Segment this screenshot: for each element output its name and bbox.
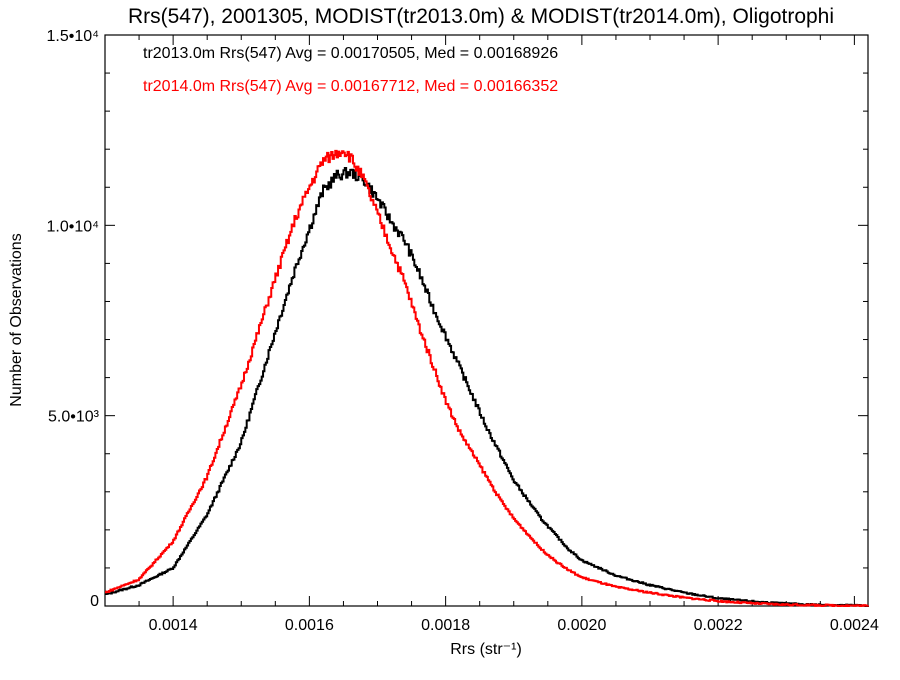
y-tick-label: 1.5•10⁴	[46, 28, 99, 45]
chart-title: Rrs(547), 2001305, MODIST(tr2013.0m) & M…	[128, 5, 834, 28]
y-tick-label: 5.0•10³	[48, 409, 100, 426]
x-tick-label: 0.0022	[694, 617, 743, 634]
x-axis-label: Rrs (str⁻¹)	[450, 641, 522, 658]
x-axis-ticks: 0.0014 0.0016 0.0018 0.0020 0.0022 0.0024	[104, 35, 879, 634]
legend-annotation-tr2014: tr2014.0m Rrs(547) Avg = 0.00167712, Med…	[143, 78, 558, 95]
series-line-tr20140m	[105, 149, 869, 607]
y-tick-label: 0	[90, 593, 99, 610]
x-tick-label: 0.0020	[557, 617, 606, 634]
y-axis-label: Number of Observations	[8, 233, 25, 406]
plot-frame	[104, 34, 869, 607]
x-tick-label: 0.0024	[830, 617, 879, 634]
x-tick-label: 0.0014	[149, 617, 198, 634]
x-tick-label: 0.0016	[285, 617, 334, 634]
y-tick-label: 1.0•10⁴	[46, 218, 99, 235]
x-tick-label: 0.0018	[421, 617, 470, 634]
series-layer	[105, 149, 869, 607]
legend-annotation-tr2013: tr2013.0m Rrs(547) Avg = 0.00170505, Med…	[143, 45, 558, 62]
y-axis-ticks: 0 5.0•10³ 1.0•10⁴ 1.5•10⁴	[46, 28, 868, 610]
series-line-tr20130m	[105, 167, 869, 607]
